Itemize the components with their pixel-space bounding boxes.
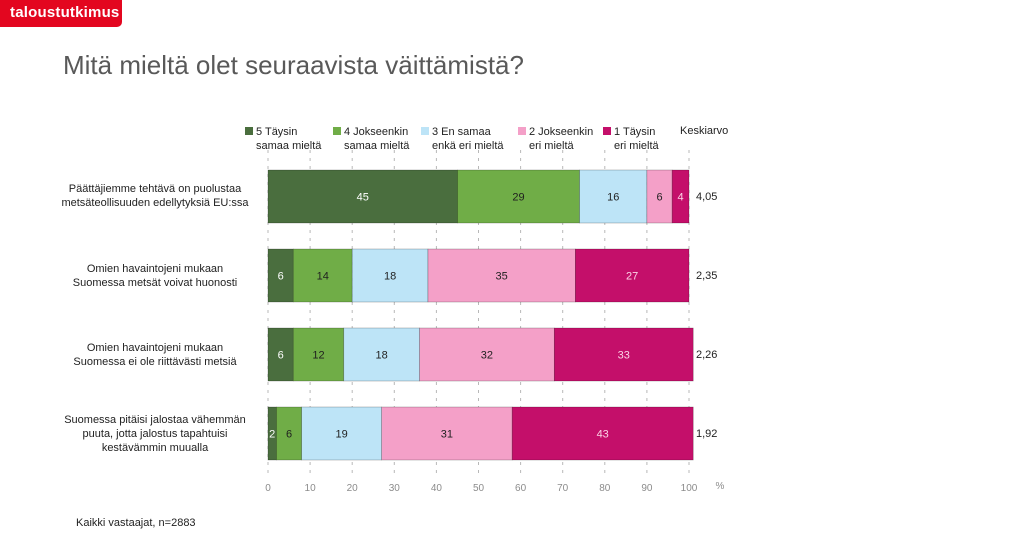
bar-value-label: 6 xyxy=(278,271,284,283)
bar-value-label: 16 xyxy=(607,192,619,204)
x-axis-ticks: 0 10 20 30 40 50 60 70 80 90 100% xyxy=(265,481,724,494)
bar-value-label: 2 xyxy=(269,429,275,441)
bar-value-label: 27 xyxy=(626,271,638,283)
bars: 45 29 16 6 46 14 18 35 276 12 18 32 332 6 19 31 43 xyxy=(268,170,693,460)
bar-value-label: 32 xyxy=(481,350,493,362)
bar-value-label: 4 xyxy=(678,192,684,204)
x-tick-label: 0 xyxy=(265,483,271,494)
bar-value-label: 45 xyxy=(357,192,369,204)
bar-value-label: 29 xyxy=(512,192,524,204)
bar-value-label: 6 xyxy=(278,350,284,362)
x-tick-label: 60 xyxy=(515,483,527,494)
footnote: Kaikki vastaajat, n=2883 xyxy=(76,517,196,529)
x-tick-label: 70 xyxy=(557,483,569,494)
bar-value-label: 14 xyxy=(317,271,329,283)
x-tick-label: 30 xyxy=(389,483,401,494)
bar-value-label: 35 xyxy=(496,271,508,283)
x-tick-label: 50 xyxy=(473,483,485,494)
bar-value-label: 12 xyxy=(312,350,324,362)
bar-value-label: 18 xyxy=(376,350,388,362)
bar-value-label: 6 xyxy=(656,192,662,204)
x-tick-label: 90 xyxy=(641,483,653,494)
bar-value-label: 6 xyxy=(286,429,292,441)
bar-value-label: 19 xyxy=(336,429,348,441)
x-tick-label: 10 xyxy=(305,483,317,494)
bar-value-label: 43 xyxy=(597,429,609,441)
x-tick-label: 80 xyxy=(599,483,611,494)
bar-value-label: 33 xyxy=(618,350,630,362)
x-axis-unit-label: % xyxy=(716,481,725,492)
x-tick-label: 20 xyxy=(347,483,359,494)
x-tick-label: 100 xyxy=(681,483,698,494)
bar-value-label: 18 xyxy=(384,271,396,283)
x-tick-label: 40 xyxy=(431,483,443,494)
bar-value-label: 31 xyxy=(441,429,453,441)
